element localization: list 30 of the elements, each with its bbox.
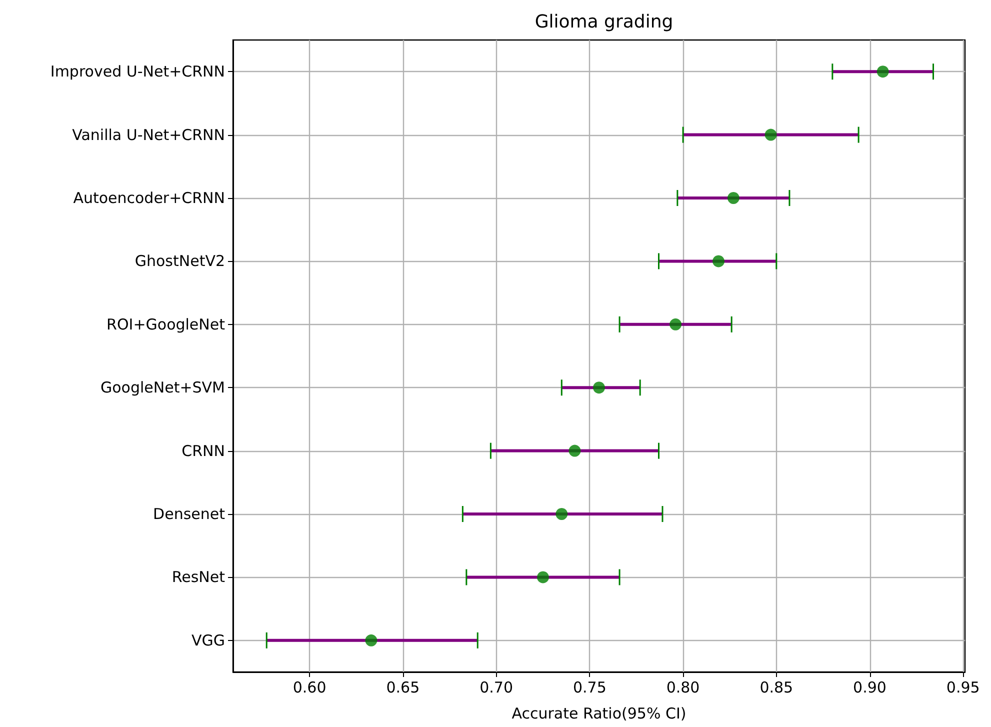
x-tick-label: 0.75: [572, 678, 606, 696]
chart-title: Glioma grading: [534, 12, 674, 32]
x-tick-label: 0.60: [292, 678, 326, 696]
x-tick-label: 0.85: [760, 678, 794, 696]
y-tick-label: Improved U-Net+CRNN: [50, 62, 225, 81]
y-tick-label: GoogleNet+SVM: [100, 378, 225, 397]
x-tick-label: 0.80: [666, 678, 700, 696]
point: [670, 318, 682, 330]
y-tick-label: Vanilla U-Net+CRNN: [72, 126, 225, 144]
point: [876, 66, 889, 78]
x-tick-label: 0.65: [386, 678, 420, 696]
point: [365, 634, 378, 646]
point: [727, 192, 740, 204]
point: [568, 444, 581, 457]
y-tick-label: Densenet: [153, 505, 226, 523]
x-axis-title: Accurate Ratio(95% CI): [512, 704, 686, 722]
y-tick-label: ResNet: [172, 568, 226, 586]
point: [764, 128, 777, 141]
point: [593, 382, 605, 394]
point: [536, 571, 549, 584]
y-tick-label: CRNN: [182, 442, 225, 460]
y-tick-label: VGG: [191, 631, 225, 650]
point: [556, 508, 568, 520]
point: [712, 255, 725, 268]
y-tick-label: ROI+GoogleNet: [106, 315, 226, 334]
x-tick-label: 0.90: [853, 678, 886, 696]
y-tick-label: GhostNetV2: [134, 252, 225, 270]
y-tick-label: Autoencoder+CRNN: [73, 189, 225, 207]
x-tick-label: 0.95: [946, 678, 980, 696]
x-tick-label: 0.70: [480, 678, 513, 696]
